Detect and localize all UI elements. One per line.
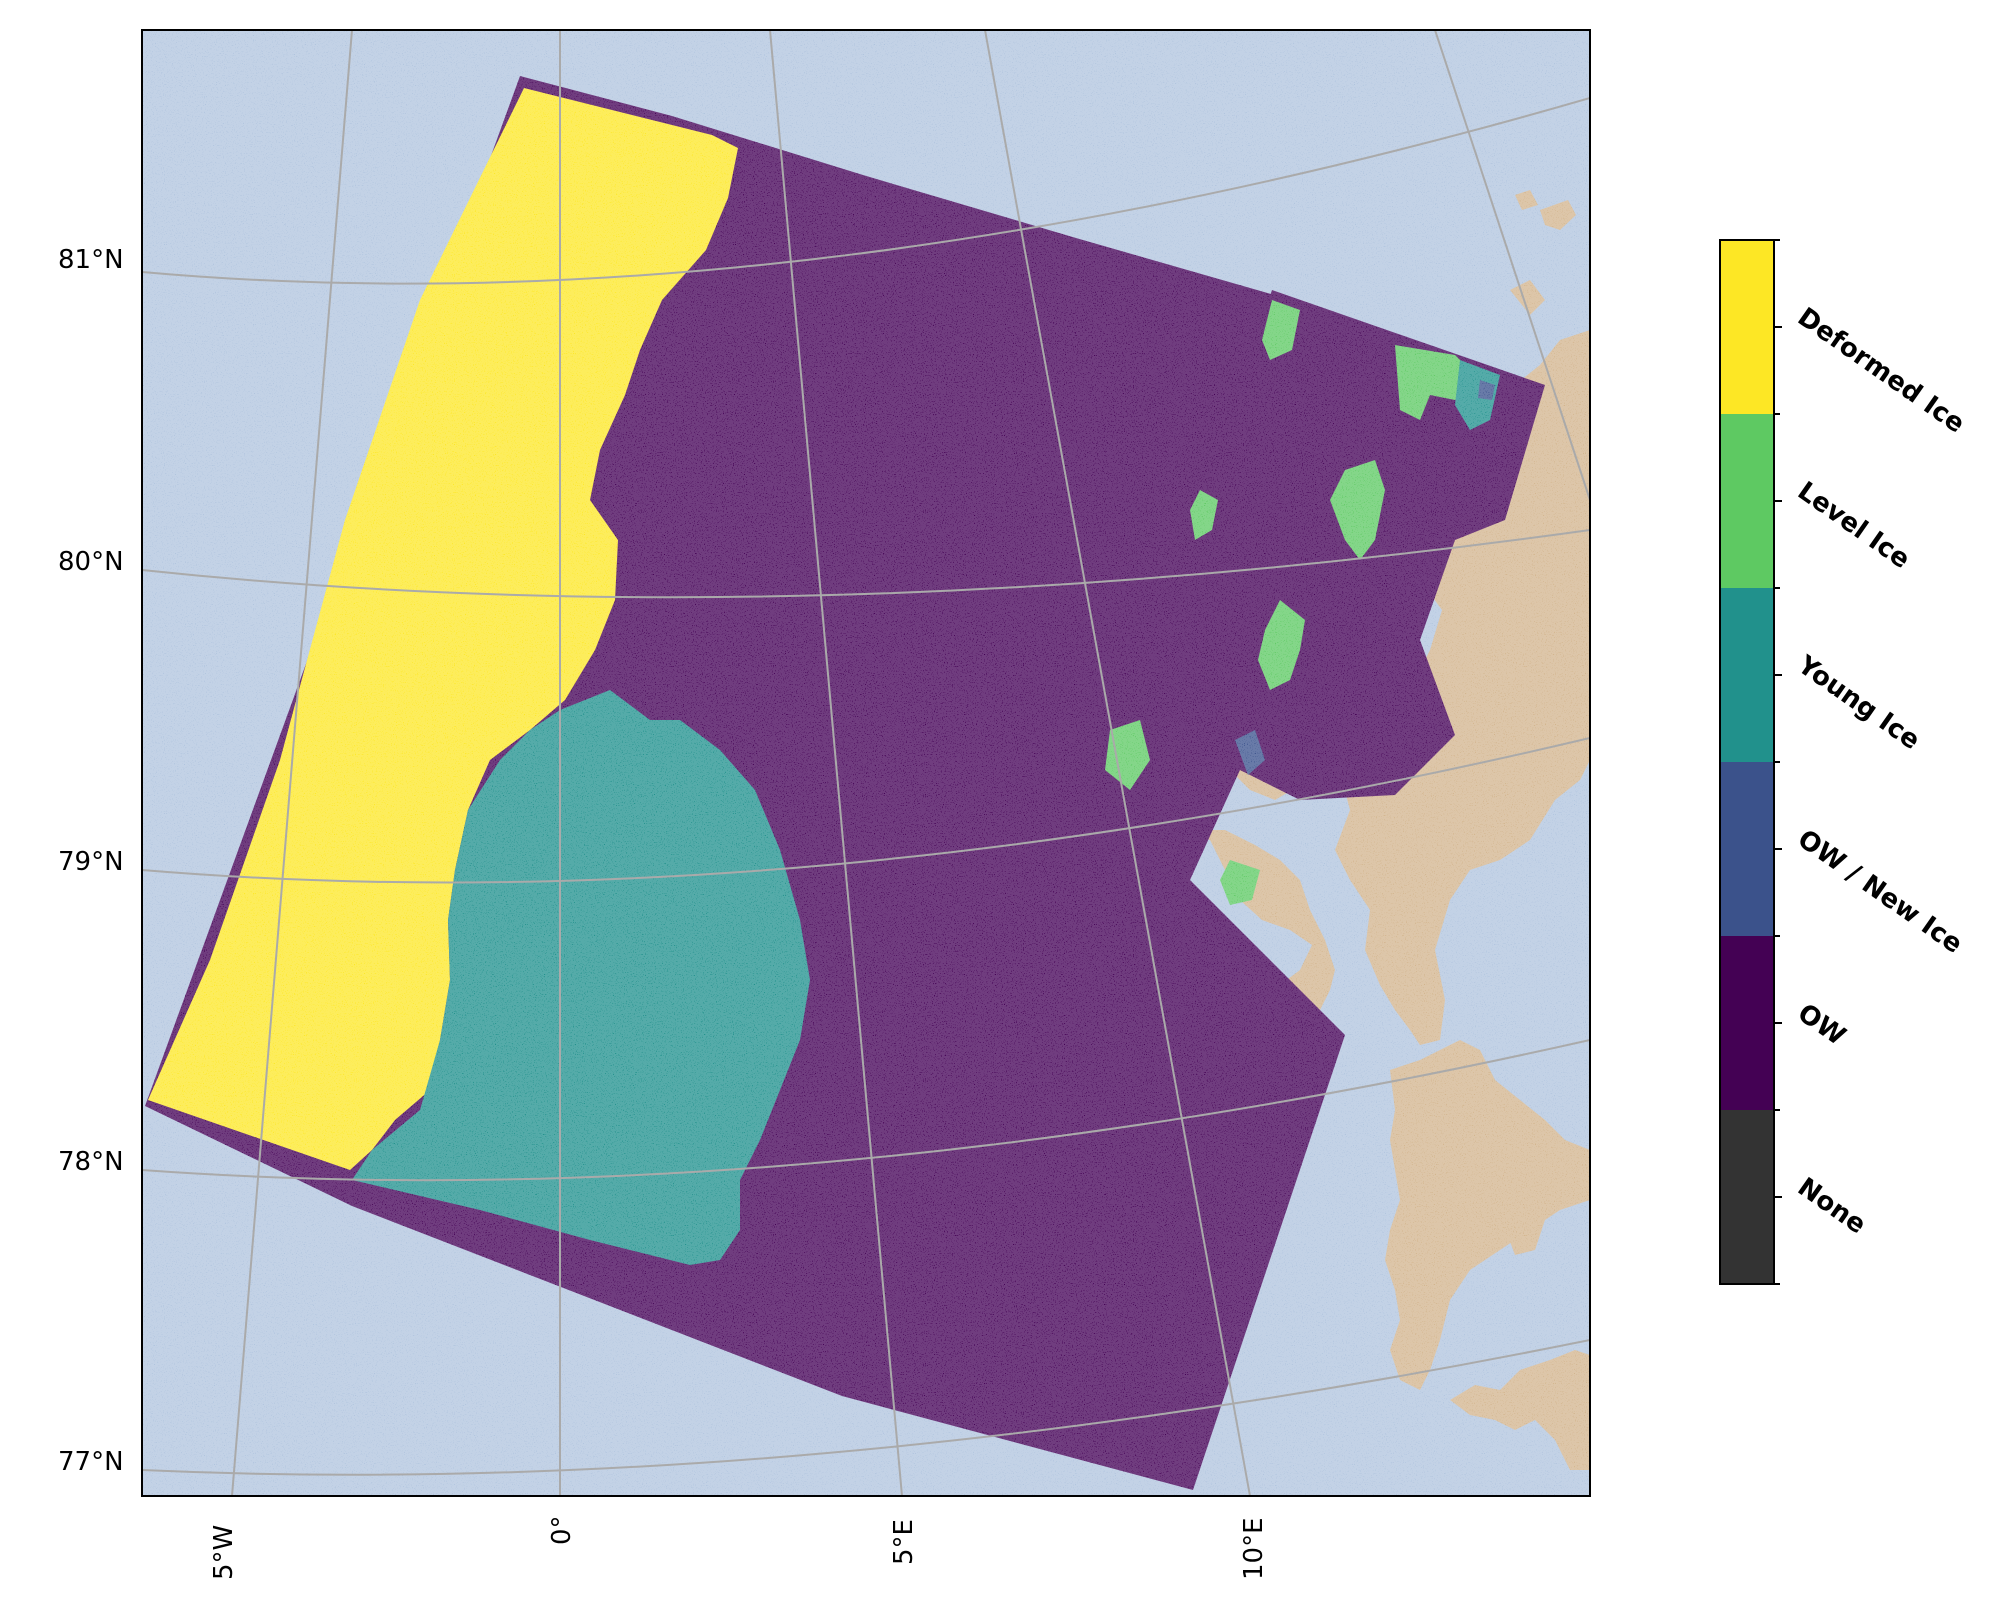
colorbar-label: Young Ice (1791, 650, 1925, 756)
colorbar-swatch-ow-new-ice (1720, 762, 1774, 936)
parallel-81n (142, 97, 1590, 285)
colorbar-label: None (1792, 1172, 1871, 1240)
classification-swath (142, 30, 1590, 1496)
colorbar-label: OW / New Ice (1792, 824, 1968, 960)
lon-label-5e: 5°E (889, 1519, 919, 1565)
colorbar-swatch-level-ice (1720, 414, 1774, 588)
meridian-15e (1434, 30, 1590, 501)
lon-label-5w: 5°W (209, 1525, 239, 1580)
meridian-5e (769, 30, 903, 1496)
colorbar-swatch-young-ice (1720, 588, 1774, 762)
colorbar-swatch-none (1720, 1110, 1774, 1284)
colorbar-label: Deformed Ice (1792, 302, 1970, 439)
colorbar-frame (1719, 239, 1775, 1285)
lat-label-78: 78°N (58, 1147, 124, 1177)
meridian-10e (984, 30, 1251, 1496)
graticule (142, 30, 1590, 1496)
meridian-5w (231, 30, 353, 1496)
colorbar-swatch-ow (1720, 936, 1774, 1110)
colorbar-label: OW (1792, 998, 1851, 1052)
latitude-labels: 81°N 80°N 79°N 78°N 77°N (58, 245, 124, 1477)
lon-label-10e: 10°E (1239, 1517, 1269, 1580)
colorbar: Deformed Ice Level Ice Young Ice OW / New I… (1719, 239, 1970, 1285)
colorbar-swatch-deformed-ice (1720, 240, 1774, 414)
parallel-78n (142, 1039, 1590, 1182)
colorbar-label: Level Ice (1792, 476, 1915, 575)
lat-label-79: 79°N (58, 847, 124, 877)
parallel-79n (142, 737, 1590, 884)
parallel-77n (142, 1339, 1590, 1476)
parallel-80n (142, 529, 1590, 599)
lat-label-80: 80°N (58, 547, 124, 577)
longitude-labels: 5°W 0° 5°E 10°E (209, 1515, 1269, 1580)
lon-label-0: 0° (547, 1515, 577, 1545)
lat-label-77: 77°N (58, 1447, 124, 1477)
lat-label-81: 81°N (58, 245, 124, 275)
map-frame (141, 29, 1591, 1497)
